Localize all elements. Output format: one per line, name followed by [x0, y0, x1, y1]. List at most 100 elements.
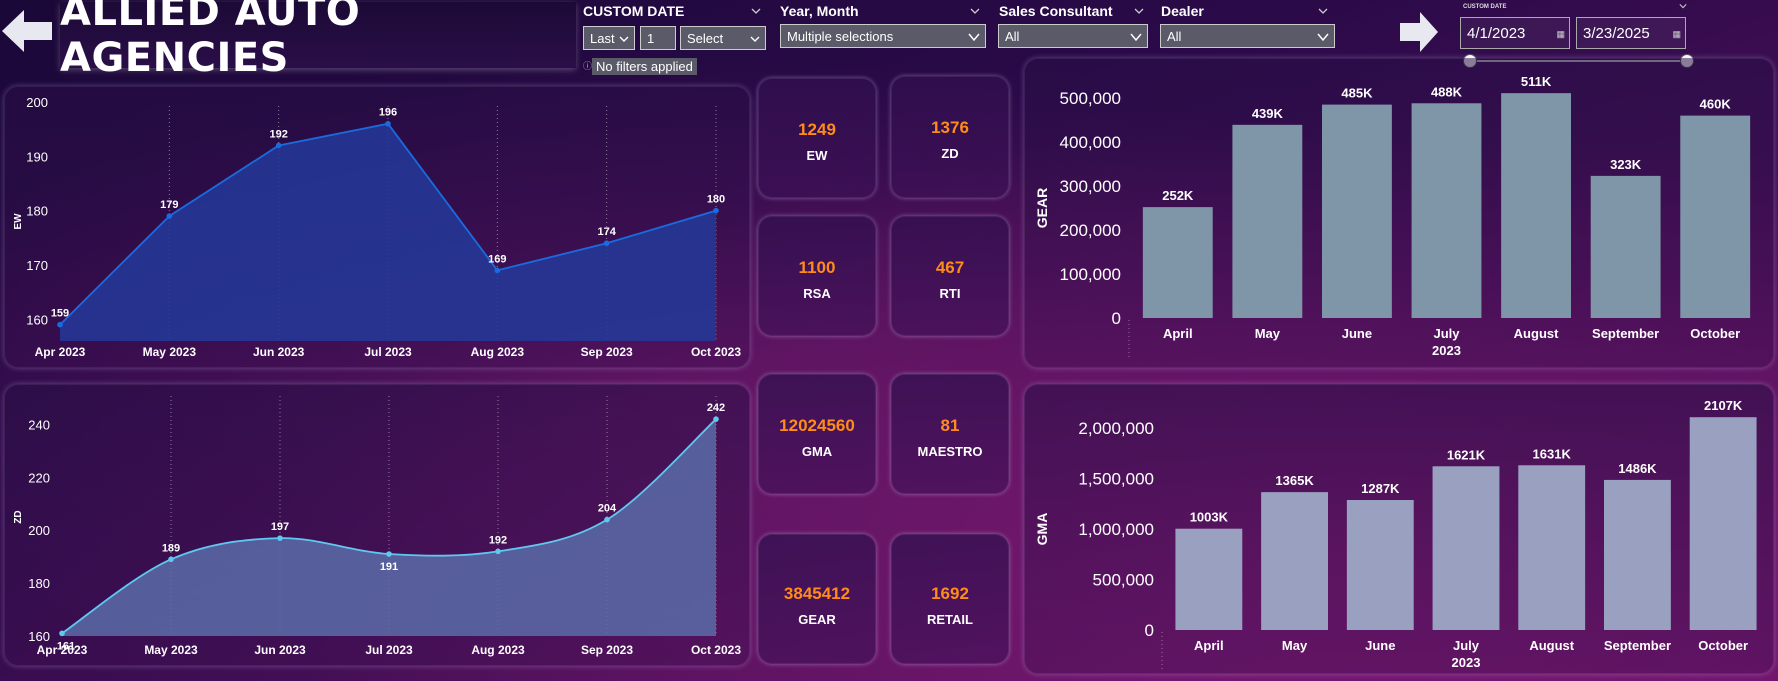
forward-arrow-icon[interactable]: [1400, 12, 1438, 52]
x-tick-label: June: [1365, 638, 1395, 653]
start-date-input[interactable]: 4/1/2023 ▦: [1460, 17, 1570, 49]
gear-bar-chart: 0 100,000 200,000 300,000 400,000 500,000 GEAR…: [1034, 74, 1751, 360]
custom-date-count-input[interactable]: 1: [640, 26, 676, 50]
data-label: 1631K: [1533, 446, 1572, 461]
calendar-icon[interactable]: ▦: [1672, 29, 1681, 39]
custom-date-mode-select[interactable]: Last: [583, 26, 635, 50]
x-tick-label: September: [1604, 638, 1671, 653]
bar: [1590, 175, 1661, 318]
y-tick-label: 200,000: [1060, 221, 1121, 240]
sales-consultant-select[interactable]: All: [998, 24, 1148, 48]
data-label: 1287K: [1361, 481, 1400, 496]
year-month-value: Multiple selections: [787, 28, 894, 44]
kpi-label: MAESTRO: [917, 444, 983, 459]
custom-date-unit-select[interactable]: Select: [680, 26, 766, 50]
data-point: [494, 267, 501, 274]
kpi-value: 81: [940, 416, 960, 435]
x-tick-label: Jun 2023: [253, 345, 305, 359]
chevron-down-icon: [750, 36, 760, 42]
y-tick-label: 500,000: [1093, 571, 1154, 590]
y-tick-label: 220: [28, 470, 50, 485]
kpi-card-rti: 467 RTI: [891, 216, 1009, 336]
data-label: 1365K: [1275, 473, 1314, 488]
x-tick-label: Sep 2023: [581, 643, 633, 657]
chevron-down-icon[interactable]: [970, 6, 980, 16]
custom-date-mode-value: Last: [590, 30, 615, 46]
chevron-down-icon[interactable]: [751, 6, 761, 16]
data-label: 488K: [1431, 84, 1463, 99]
bar: [1232, 124, 1303, 318]
data-label: 485K: [1341, 86, 1373, 101]
kpi-card-maestro: 81 MAESTRO: [891, 374, 1009, 494]
calendar-icon[interactable]: ▦: [1556, 29, 1565, 39]
y-tick-label: 1,000,000: [1078, 520, 1154, 539]
data-label: 2107K: [1704, 398, 1743, 413]
year-month-select[interactable]: Multiple selections: [780, 24, 986, 48]
chevron-down-icon: [1317, 33, 1329, 42]
chevron-down-icon: [1130, 33, 1142, 42]
data-label: 192: [489, 534, 507, 546]
bar: [1501, 93, 1572, 318]
data-point: [166, 213, 173, 219]
data-label: 197: [271, 521, 289, 533]
chevron-down-icon: [619, 36, 629, 42]
data-label: 189: [162, 542, 180, 554]
custom-date-label: CUSTOM DATE: [583, 3, 685, 19]
data-label: 196: [379, 107, 397, 119]
x-tick-label: August: [1514, 326, 1559, 341]
x-tick-label: October: [1698, 638, 1748, 653]
sales-consultant-label: Sales Consultant: [999, 3, 1113, 19]
bar: [1175, 528, 1243, 630]
bar: [1261, 492, 1328, 630]
x-tick-label: Aug 2023: [471, 643, 525, 657]
bar: [1432, 466, 1500, 630]
dealer-label: Dealer: [1161, 3, 1204, 19]
data-label: 252K: [1162, 188, 1194, 203]
x-tick-label: Aug 2023: [471, 345, 525, 359]
kpi-value: 1692: [931, 584, 969, 603]
back-arrow-icon[interactable]: [2, 10, 52, 52]
data-point: [713, 207, 719, 214]
end-date-input[interactable]: 3/23/2025 ▦: [1576, 17, 1686, 49]
kpi-card-rsa: 1100 RSA: [758, 216, 876, 336]
y-tick-label: 400,000: [1060, 133, 1121, 152]
data-point: [386, 551, 392, 557]
bar: [1689, 417, 1757, 630]
y-tick-label: 190: [26, 149, 48, 164]
y-tick-label: 2,000,000: [1078, 419, 1154, 438]
y-tick-label: 200: [28, 523, 50, 538]
x-tick-label: June: [1342, 326, 1372, 341]
x-tick-label: Apr 2023: [35, 345, 86, 359]
y-axis-label: ZD: [13, 510, 24, 523]
dealer-select[interactable]: All: [1160, 24, 1335, 48]
chevron-down-icon: [968, 33, 980, 42]
data-label: 1486K: [1618, 461, 1657, 476]
y-tick-label: 170: [26, 258, 48, 273]
x-tick-label: Oct 2023: [691, 643, 741, 657]
y-tick-label: 0: [1112, 309, 1121, 328]
data-label: 511K: [1521, 74, 1552, 89]
x-tick-label: May: [1282, 638, 1308, 653]
data-label: 192: [269, 128, 287, 140]
chevron-down-icon[interactable]: [1679, 2, 1687, 10]
x-tick-label: September: [1592, 326, 1659, 341]
data-point: [275, 142, 282, 149]
data-point: [168, 556, 174, 563]
data-label: 1003K: [1190, 510, 1229, 525]
x-tick-label: Sep 2023: [581, 345, 633, 359]
chevron-down-icon[interactable]: [1318, 6, 1328, 16]
kpi-value: 3845412: [783, 584, 851, 603]
kpi-label: EW: [806, 148, 828, 163]
y-tick-label: 1,500,000: [1078, 470, 1154, 489]
data-point: [277, 535, 283, 541]
x-tick-label: Jul 2023: [365, 643, 413, 657]
data-label: 179: [160, 199, 178, 211]
chevron-down-icon[interactable]: [1134, 6, 1144, 16]
y-axis-label: GMA: [1034, 513, 1050, 546]
kpi-value: 467: [935, 258, 965, 277]
bar: [1604, 479, 1671, 630]
data-point: [385, 120, 391, 127]
bar: [1142, 207, 1213, 318]
y-tick-label: 180: [28, 576, 50, 591]
